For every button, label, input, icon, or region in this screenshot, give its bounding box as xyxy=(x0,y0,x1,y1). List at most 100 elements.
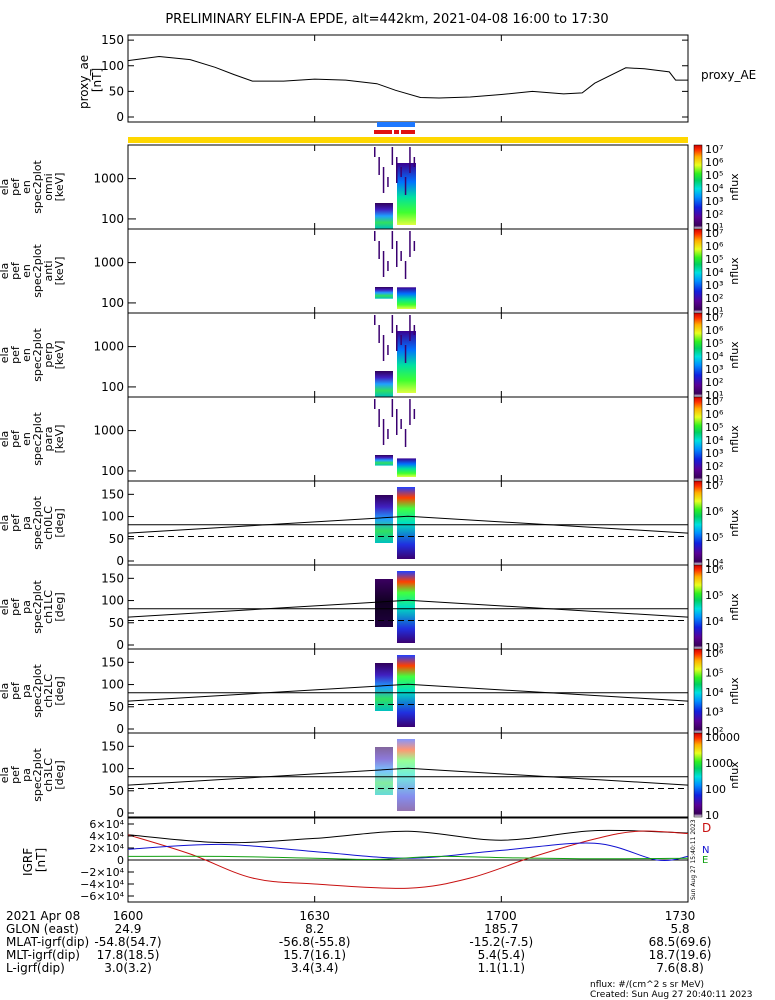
flux-speckle xyxy=(378,157,380,175)
ylabel-line: pa xyxy=(20,600,33,614)
figure-title: PRELIMINARY ELFIN-A EPDE, alt=442km, 202… xyxy=(165,12,608,27)
flux-speckle xyxy=(391,315,394,333)
colorbar-label: nflux xyxy=(728,761,741,789)
igrf-legend-d: D xyxy=(702,821,711,835)
spectrogram-data xyxy=(375,571,415,643)
ylabel-line: spec2plot xyxy=(31,412,44,466)
colorbar-tick-label: 10⁵ xyxy=(705,421,723,434)
colorbar-tick-label: 10⁵ xyxy=(705,589,723,602)
igrf-ytick-label: −2×10⁴ xyxy=(80,866,124,879)
ylabel-line: en xyxy=(20,264,33,278)
colorbar-tick-label: 10² xyxy=(705,208,723,221)
ylabel-line: pa xyxy=(20,684,33,698)
ylabel-line: [keV] xyxy=(53,425,66,454)
ytick-label: 100 xyxy=(101,762,124,776)
flux-speckle xyxy=(413,409,416,419)
igrf-ylabel-units: [nT] xyxy=(34,848,48,872)
science-bar-red-2 xyxy=(394,130,399,134)
flux-speckle xyxy=(387,345,389,355)
igrf-ytick-label: 0 xyxy=(117,854,124,867)
ytick-label: 100 xyxy=(101,594,124,608)
ylabel-line: ela xyxy=(0,515,11,532)
colorbar-tick-label: 10⁶ xyxy=(705,563,724,576)
xtick-label: 1600 xyxy=(113,909,144,923)
ylabel-line: [deg] xyxy=(53,760,66,789)
ylabel-line: en xyxy=(20,180,33,194)
orbit-value: 3.0(3.2) xyxy=(104,961,152,975)
ylabel-line: ela xyxy=(0,347,11,364)
colorbar-tick-label: 10⁶ xyxy=(705,408,724,421)
colorbar-tick-label: 10² xyxy=(705,292,723,305)
colorbar xyxy=(693,480,703,566)
proxy-ae-line xyxy=(127,55,688,99)
flux-speckle xyxy=(387,429,389,439)
ytick-label: 1000 xyxy=(93,256,124,270)
panel-en-spec2plot-anti: 1001000elapefenspec2plotanti[keV]10¹10²1… xyxy=(0,227,741,318)
colorbar xyxy=(693,732,703,818)
colorbar-tick-label: 10¹ xyxy=(705,389,723,402)
igrf-series-green xyxy=(127,855,689,860)
ylabel-line: spec2plot xyxy=(31,664,44,718)
xtick-label: 1700 xyxy=(486,909,517,923)
pa-blob-main xyxy=(397,655,415,727)
ytick-label: 50 xyxy=(109,700,124,714)
igrf-ytick-label: 2×10⁴ xyxy=(89,842,124,855)
ylabel-line: ela xyxy=(0,683,11,700)
flux-speckle xyxy=(400,335,402,345)
igrf-side-text: Sun Aug 27 15:40:11 2023 xyxy=(690,819,697,900)
flux-speckle xyxy=(374,147,376,157)
ylabel-line: pef xyxy=(9,681,22,700)
orbit-row2-label: GLON (east) xyxy=(6,922,79,936)
orbit-value: -56.8(-55.8) xyxy=(279,935,350,949)
panel-en-spec2plot-omni: 1001000elapefenspec2plotomni[keV]10¹10²1… xyxy=(0,143,741,234)
ytick-label: 150 xyxy=(101,487,124,501)
pa-blob-main xyxy=(397,571,415,643)
orbit-value: 17.8(18.5) xyxy=(97,948,160,962)
panel-proxy-ae: 0 50 100 150 proxy_ae [nT] proxy_AE xyxy=(77,33,756,124)
flux-speckle xyxy=(391,147,394,165)
ylabel-line: omni xyxy=(42,173,55,200)
panel-frame xyxy=(127,732,689,818)
colorbar-tick-label: 10⁶ xyxy=(705,647,724,660)
flux-speckle xyxy=(409,231,411,257)
colorbar-tick-label: 10⁴ xyxy=(705,182,724,195)
flux-blob-early xyxy=(375,287,393,299)
ytick-label: 150 xyxy=(101,739,124,753)
ylabel-line: spec2plot xyxy=(31,496,44,550)
flux-speckle xyxy=(404,345,407,363)
flux-speckle xyxy=(387,177,389,187)
ytick-label: 100 xyxy=(101,464,124,478)
ytick-label: 100 xyxy=(101,296,124,310)
ylabel-line: ch1LC xyxy=(42,590,55,624)
ylabel-line: en xyxy=(20,348,33,362)
flux-speckle xyxy=(413,157,416,167)
flux-speckle xyxy=(374,399,376,409)
colorbar-tick-label: 10 xyxy=(705,809,719,822)
proxy-ae-ylabel: proxy_ae [nT] xyxy=(77,51,104,109)
spectrogram-data xyxy=(375,739,415,811)
spectrogram-data xyxy=(374,147,416,229)
colorbar-tick-label: 10¹ xyxy=(705,473,723,486)
panel-pa-spec2plot-ch1LC: 0 50 100 150 elapefpaspec2plotch1LC[deg] 10³ 1… xyxy=(0,563,741,654)
igrf-ytick-label: 4×10⁴ xyxy=(89,830,124,843)
panel-ylabel: elapefpaspec2plotch2LC[deg] xyxy=(0,664,66,718)
colorbar-label: nflux xyxy=(728,173,741,201)
igrf-legend-n: N xyxy=(702,845,709,856)
colorbar-tick-label: 10⁶ xyxy=(705,156,724,169)
pa-blob-early xyxy=(375,663,393,711)
panel-ylabel: elapefenspec2plotpara[keV] xyxy=(0,412,66,466)
pa-blob-main xyxy=(397,739,415,811)
colorbar-tick-label: 10⁵ xyxy=(705,667,723,680)
colorbar-tick-label: 10⁵ xyxy=(705,531,723,544)
ytick-label: 150 xyxy=(101,655,124,669)
flux-blob-early xyxy=(375,203,393,229)
ytick-label: 0 xyxy=(116,554,124,568)
igrf-ylabel: IGRF [nT] xyxy=(21,844,48,876)
ytick-label: 50 xyxy=(109,616,124,630)
orbit-value: 68.5(69.6) xyxy=(649,935,712,949)
spectrogram-data xyxy=(374,315,416,397)
ylabel-line: pa xyxy=(20,768,33,782)
ylabel-line: spec2plot xyxy=(31,580,44,634)
colorbar-tick-label: 10⁴ xyxy=(705,434,724,447)
colorbar-tick-label: 10⁷ xyxy=(705,311,723,324)
